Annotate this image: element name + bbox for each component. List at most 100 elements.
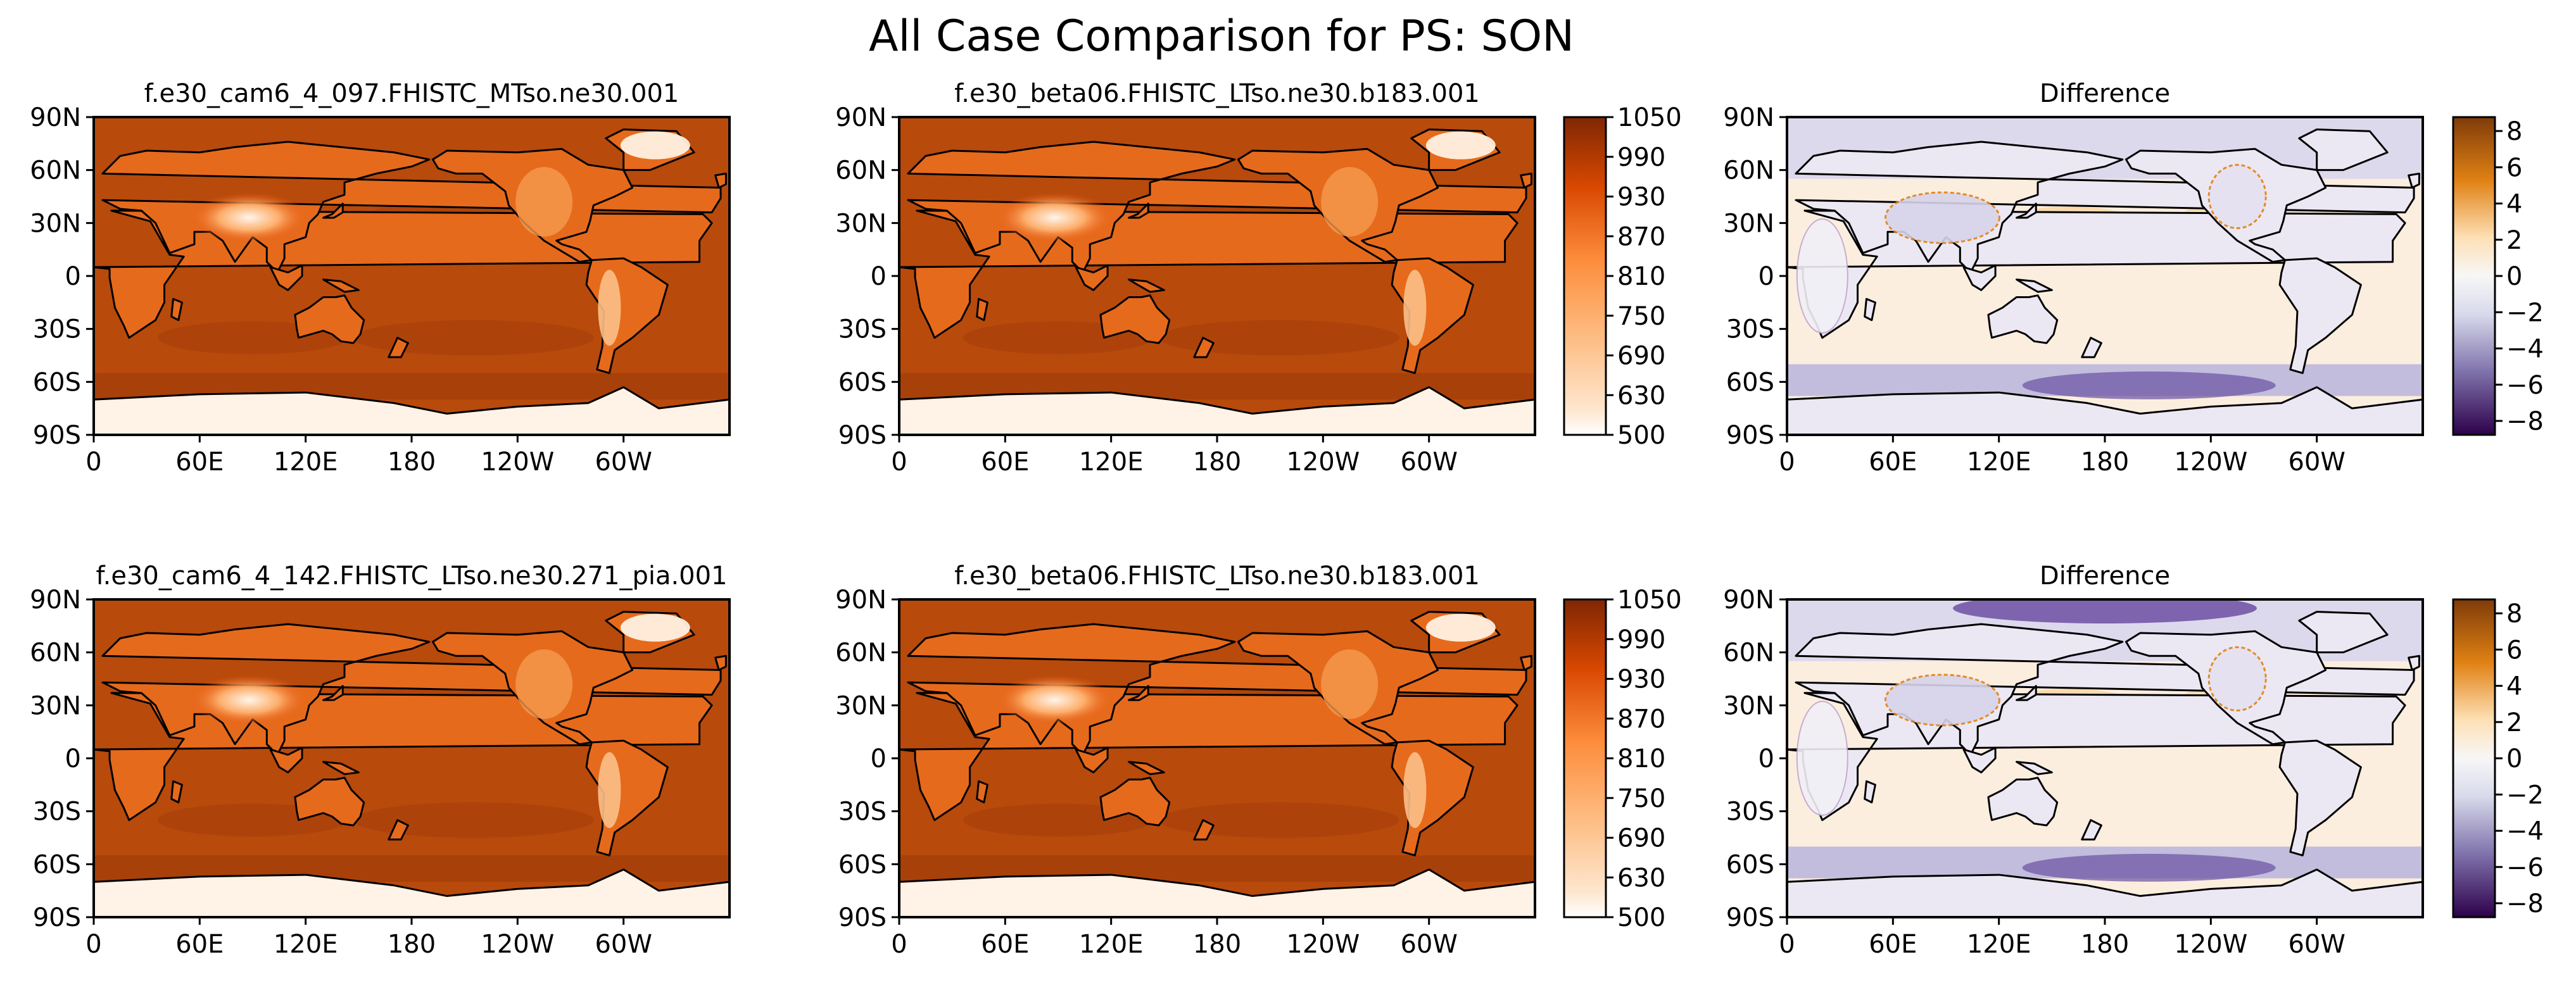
tibetan-plateau-low-pressure — [994, 674, 1115, 725]
colorbar: 8 6 4 2 0 −2 −4 −6 −8 — [2452, 598, 2544, 918]
x-tick-label: 180 — [1193, 448, 1241, 477]
x-tick-label: 60W — [1400, 448, 1457, 477]
coastline — [1128, 203, 1149, 219]
coastline — [388, 819, 409, 841]
antarctica-coastline — [94, 868, 729, 917]
antarctica-coastline — [94, 386, 729, 435]
coastline — [269, 746, 303, 773]
coastline — [1962, 746, 1997, 773]
greenland-low-pressure — [620, 613, 690, 642]
map-panel-row1-test: f.e30_cam6_4_097.FHISTC_MTso.ne30.001 90N… — [30, 79, 731, 477]
x-tick-label: 180 — [2081, 448, 2129, 477]
map-field — [1787, 599, 2423, 917]
y-tick-label: 90N — [1723, 585, 1774, 615]
coastline — [2408, 172, 2420, 189]
x-tick-label: 180 — [1193, 930, 1241, 959]
y-tick-label: 90S — [33, 903, 81, 932]
x-tick-label: 60W — [2288, 448, 2345, 477]
x-tick-label: 60W — [595, 930, 652, 959]
coastline — [1128, 685, 1149, 701]
colorbar-tick-label: 630 — [1617, 381, 1665, 410]
y-tick-label: 90S — [838, 421, 887, 450]
x-tick-label: 120W — [481, 448, 554, 477]
coastline — [322, 279, 360, 293]
panel-title: f.e30_cam6_4_097.FHISTC_MTso.ne30.001 — [144, 79, 679, 108]
colorbar-tick-label: −4 — [2506, 817, 2544, 846]
colorbar-tick-label: 630 — [1617, 863, 1665, 892]
coastline — [269, 264, 303, 291]
y-tick-label: 90N — [30, 585, 81, 615]
tibetan-plateau-low-pressure — [189, 674, 310, 725]
africa-difference-noise — [1796, 701, 1848, 816]
coastline — [2016, 685, 2037, 701]
subtropical-low-region — [353, 802, 594, 838]
coastline — [1193, 819, 1215, 841]
panel-title: Difference — [2040, 79, 2170, 108]
colorbar-tick-label: 870 — [1617, 222, 1665, 251]
coastline — [322, 685, 344, 701]
colorbar-tick-label: 4 — [2506, 190, 2522, 219]
map-field — [94, 117, 729, 435]
coastline — [1864, 297, 1876, 322]
x-tick-label: 60E — [175, 448, 224, 477]
y-tick-label: 0 — [871, 262, 887, 291]
subtropical-low-region — [353, 320, 594, 356]
figure-title: All Case Comparison for PS: SON — [869, 11, 1574, 61]
greenland-low-pressure — [1425, 131, 1496, 160]
x-tick-label: 0 — [891, 448, 907, 477]
y-tick-label: 30N — [835, 691, 887, 720]
colorbar-tick-label: 990 — [1617, 625, 1665, 654]
coastline — [1075, 264, 1109, 291]
coastline — [1128, 279, 1165, 293]
y-tick-label: 30N — [30, 209, 81, 238]
coastline — [1962, 264, 1997, 291]
y-tick-label: 60N — [30, 639, 81, 668]
colorbar-tick-label: 750 — [1617, 302, 1665, 331]
andes-low-pressure — [598, 270, 621, 346]
colorbar-gradient — [1564, 117, 1606, 435]
x-tick-label: 180 — [2081, 930, 2129, 959]
coastline — [1987, 294, 2059, 344]
x-tick-label: 60W — [2288, 930, 2345, 959]
tibet-difference-noise — [1884, 191, 2000, 244]
colorbar-tick-label: 690 — [1617, 342, 1665, 371]
colorbar-tick-label: 930 — [1617, 183, 1665, 212]
coastline — [1193, 337, 1215, 358]
x-tick-label: 0 — [1779, 930, 1795, 959]
colorbar-tick-label: 2 — [2506, 708, 2522, 737]
coastline — [1128, 761, 1165, 775]
southern-negative-core — [2022, 853, 2276, 882]
andes-low-pressure — [598, 752, 621, 829]
x-tick-label: 120E — [1967, 448, 2031, 477]
y-tick-label: 30N — [1723, 209, 1774, 238]
x-tick-label: 60E — [1869, 930, 1917, 959]
colorbar-tick-label: −6 — [2506, 853, 2544, 882]
colorbar-tick-label: −8 — [2506, 407, 2544, 436]
andes-low-pressure — [1403, 270, 1427, 346]
coastline — [322, 203, 344, 219]
coastline — [714, 172, 727, 189]
y-tick-label: 30S — [1726, 798, 1774, 827]
map-panel-row1-control: f.e30_beta06.FHISTC_LTso.ne30.b183.001 90… — [835, 79, 1536, 477]
x-tick-label: 120E — [1967, 930, 2031, 959]
coastline — [388, 337, 409, 358]
coastline — [714, 654, 727, 672]
x-tick-label: 60E — [981, 930, 1029, 959]
colorbar-tick-label: 990 — [1617, 143, 1665, 172]
africa-difference-noise — [1796, 218, 1848, 334]
coastline — [294, 777, 365, 827]
x-tick-label: 60E — [981, 448, 1029, 477]
coastline — [170, 297, 183, 322]
y-tick-label: 60N — [1723, 156, 1774, 185]
panel-title: f.e30_beta06.FHISTC_LTso.ne30.b183.001 — [954, 561, 1480, 591]
rocky-mountains-low-pressure — [515, 649, 573, 719]
y-tick-label: 90S — [1726, 903, 1774, 932]
coastline — [2081, 819, 2102, 841]
y-tick-label: 30S — [838, 315, 887, 344]
coastline — [2081, 337, 2102, 358]
x-tick-label: 120W — [1286, 448, 1360, 477]
colorbar-tick-label: 690 — [1617, 824, 1665, 853]
y-tick-label: 30S — [33, 315, 81, 344]
